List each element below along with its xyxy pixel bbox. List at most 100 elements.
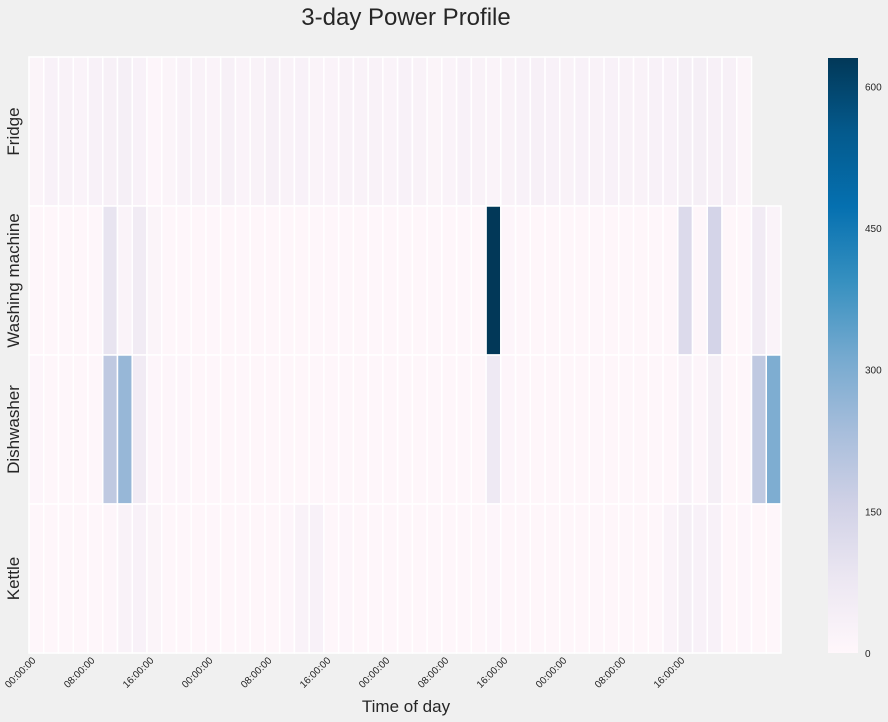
heatmap-cell <box>205 503 222 654</box>
heatmap-cell <box>219 503 237 654</box>
colorbar-tick-label: 450 <box>865 224 882 235</box>
colorbar-tick-label: 300 <box>865 366 882 377</box>
heatmap-cell <box>514 56 532 207</box>
x-tick-label: 00:00:00 <box>534 655 570 691</box>
heatmap-cell <box>234 56 251 207</box>
heatmap-cell <box>57 503 74 654</box>
colorbar-tick-label: 150 <box>865 507 882 518</box>
heatmap-cell <box>632 503 650 654</box>
heatmap-cell <box>352 503 369 654</box>
heatmap-cell <box>559 56 576 207</box>
heatmap-cell <box>544 56 561 207</box>
colorbar-ticks: 0 150 300 450 600 <box>865 82 882 660</box>
heatmap-cell <box>426 354 443 505</box>
chart-title: 3-day Power Profile <box>301 4 510 31</box>
heatmap-cell <box>219 56 237 207</box>
heatmap-cells <box>28 56 782 654</box>
heatmap-cell <box>632 56 650 207</box>
heatmap-cell <box>573 503 591 654</box>
heatmap-cell <box>500 56 517 207</box>
heatmap-cell <box>116 354 133 505</box>
heatmap-cell <box>72 205 89 356</box>
heatmap-cell <box>43 56 60 207</box>
heatmap-cell <box>662 503 679 654</box>
heatmap-cell <box>175 354 192 505</box>
heatmap-cell <box>234 354 251 505</box>
heatmap-cell <box>160 354 178 505</box>
heatmap-cell <box>750 205 768 356</box>
heatmap-cell <box>426 56 443 207</box>
heatmap-cell <box>721 205 738 356</box>
heatmap-cell <box>382 205 399 356</box>
heatmap-cell <box>588 354 605 505</box>
heatmap-cell <box>337 205 355 356</box>
heatmap-cell <box>293 503 310 654</box>
heatmap-cell <box>337 56 355 207</box>
heatmap-cell <box>116 503 133 654</box>
heatmap-cell <box>544 205 561 356</box>
heatmap-cell <box>278 205 296 356</box>
heatmap-cell <box>529 354 546 505</box>
heatmap-cell <box>647 205 664 356</box>
heatmap-cell <box>411 503 428 654</box>
row-label: Washing machine <box>4 213 23 348</box>
heatmap-cell <box>219 205 237 356</box>
heatmap-cell <box>382 354 399 505</box>
heatmap-cell <box>721 354 738 505</box>
heatmap-cell <box>249 503 266 654</box>
heatmap-cell <box>101 205 119 356</box>
x-tick-label: 08:00:00 <box>416 655 452 691</box>
heatmap-cell <box>396 354 414 505</box>
heatmap-cell <box>190 354 207 505</box>
heatmap-cell <box>352 354 369 505</box>
x-tick-label: 08:00:00 <box>593 655 629 691</box>
x-tick-label: 08:00:00 <box>62 655 98 691</box>
heatmap-cell <box>736 205 753 356</box>
heatmap-cell <box>500 354 517 505</box>
x-tick-label: 00:00:00 <box>357 655 393 691</box>
heatmap-cell <box>736 503 753 654</box>
heatmap-cell <box>367 205 384 356</box>
heatmap-cell <box>485 56 502 207</box>
heatmap-cell <box>323 205 340 356</box>
heatmap-cell <box>337 354 355 505</box>
heatmap-cell <box>101 354 119 505</box>
x-tick-label: 00:00:00 <box>3 655 39 691</box>
heatmap-cell <box>190 56 207 207</box>
heatmap-cell <box>411 205 428 356</box>
colorbar: 0 150 300 450 600 <box>828 58 882 660</box>
heatmap-cell <box>470 354 487 505</box>
heatmap-cell <box>205 205 222 356</box>
heatmap-cell <box>691 56 709 207</box>
heatmap-cell <box>559 503 576 654</box>
heatmap-cell <box>603 503 620 654</box>
heatmap-cell <box>352 56 369 207</box>
heatmap-cell <box>514 205 532 356</box>
heatmap-cell <box>249 354 266 505</box>
heatmap-cell <box>72 56 89 207</box>
heatmap-cell <box>470 56 487 207</box>
heatmap-cell <box>618 503 635 654</box>
heatmap-cell <box>618 205 635 356</box>
heatmap-cell <box>175 56 192 207</box>
heatmap-cell <box>87 503 104 654</box>
heatmap-cell <box>43 503 60 654</box>
heatmap-cell <box>72 503 89 654</box>
heatmap-cell <box>588 205 605 356</box>
colorbar-gradient <box>828 58 858 653</box>
heatmap-cell <box>396 503 414 654</box>
heatmap-cell <box>426 503 443 654</box>
heatmap-cell <box>632 354 650 505</box>
heatmap-cell <box>455 205 473 356</box>
heatmap-cell <box>677 56 694 207</box>
heatmap-cell <box>382 56 399 207</box>
heatmap-cell <box>500 503 517 654</box>
heatmap-cell <box>264 56 281 207</box>
heatmap-cell <box>323 354 340 505</box>
heatmap-cell <box>750 354 768 505</box>
heatmap-cell <box>603 205 620 356</box>
heatmap-cell <box>28 354 45 505</box>
x-tick-label: 16:00:00 <box>475 655 511 691</box>
heatmap-cell <box>411 354 428 505</box>
heatmap-cell <box>146 56 163 207</box>
